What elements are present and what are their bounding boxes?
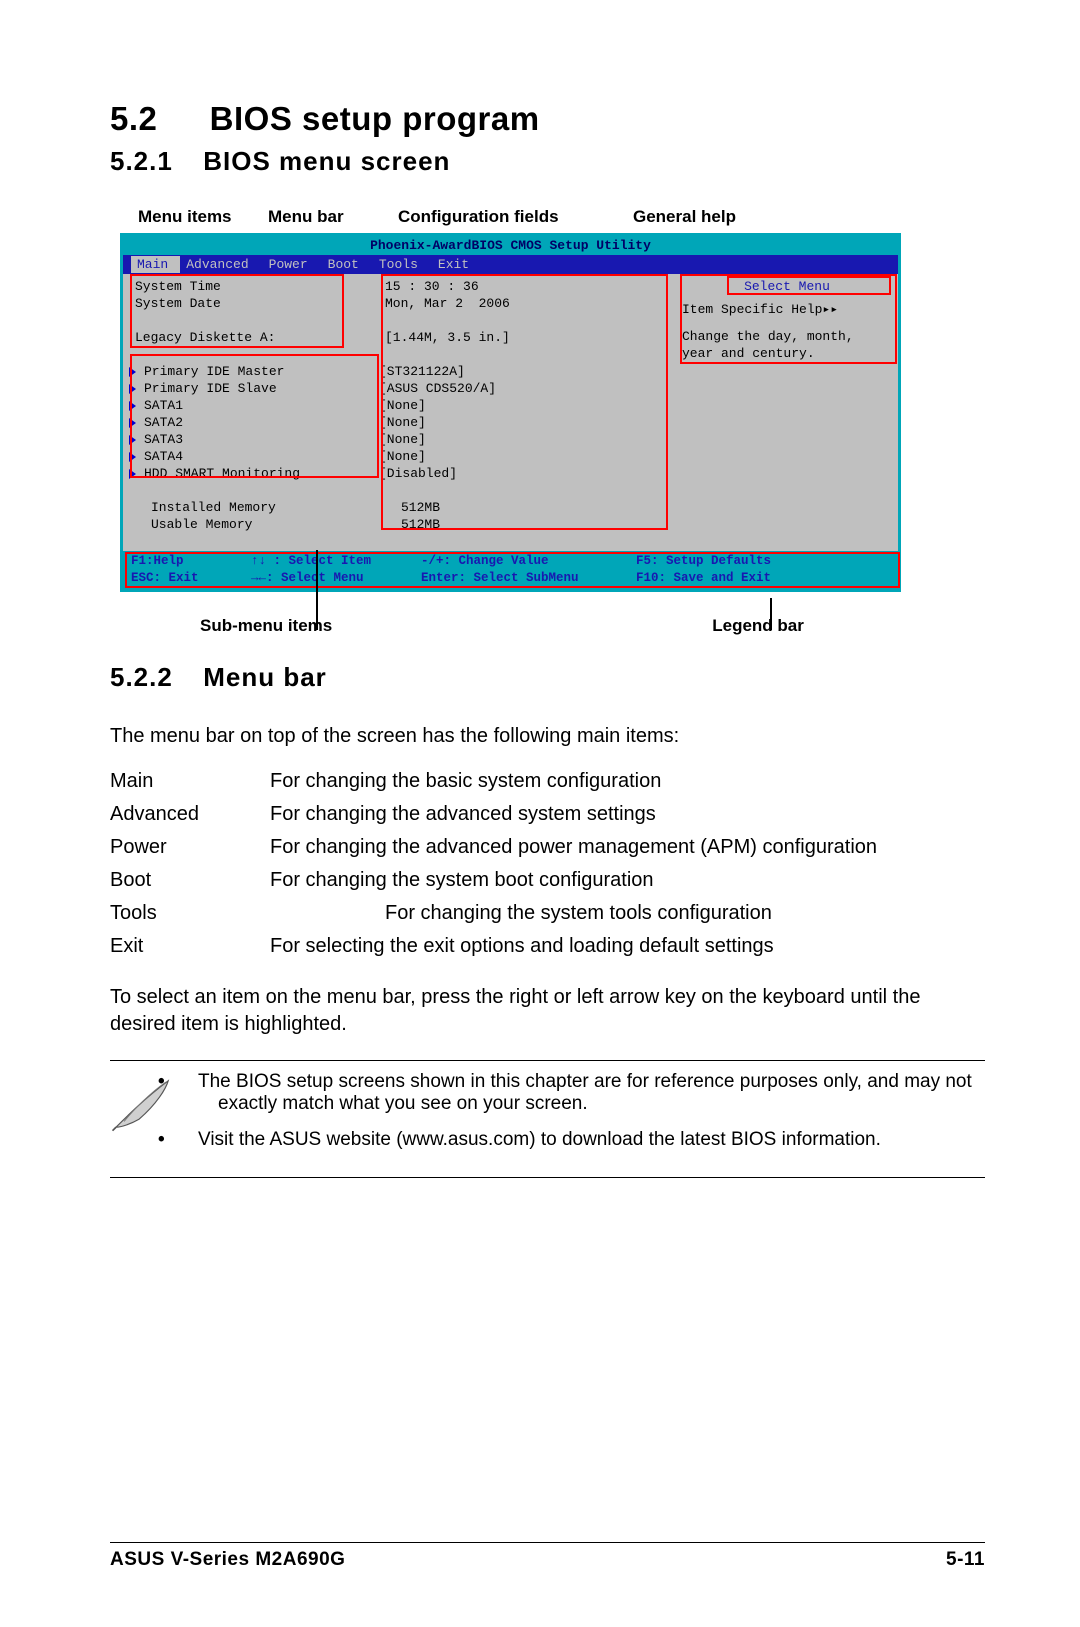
subsection-heading-1: 5.2.1 BIOS menu screen	[110, 146, 985, 177]
bios-submenu-row[interactable]: HDD SMART Monitoring[Disabled]	[129, 465, 670, 482]
help-title: Select Menu	[682, 278, 892, 295]
note-bullet: The BIOS setup screens shown in this cha…	[198, 1071, 985, 1115]
submenu-icon	[129, 401, 136, 411]
bios-legend-bar: F1:HelpESC: Exit ↑↓ : Select Item→←: Sel…	[123, 551, 898, 589]
bios-submenu-row[interactable]: SATA2[None]	[129, 414, 670, 431]
bios-screenshot: Phoenix-AwardBIOS CMOS Setup Utility Mai…	[120, 233, 901, 592]
bios-row[interactable]: Legacy Diskette A:[1.44M, 3.5 in.]	[129, 329, 670, 346]
section-title: BIOS setup program	[210, 100, 540, 137]
submenu-icon	[129, 435, 136, 445]
bios-row[interactable]: System Time15 : 30 : 36	[129, 278, 670, 295]
menu-desc: For changing the basic system configurat…	[270, 770, 985, 793]
help-header: Item Specific Help▸▸	[682, 301, 892, 318]
bios-submenu-row[interactable]: SATA4[None]	[129, 448, 670, 465]
subsection-title: Menu bar	[203, 662, 327, 692]
submenu-icon	[129, 469, 136, 479]
pointer-line	[316, 550, 318, 630]
note-bullet: Visit the ASUS website (www.asus.com) to…	[198, 1129, 985, 1151]
anno-menu-items: Menu items	[138, 207, 268, 227]
intro-text: The menu bar on top of the screen has th…	[110, 723, 985, 750]
menu-items-table: MainFor changing the basic system config…	[110, 770, 985, 958]
bios-title-bar: Phoenix-AwardBIOS CMOS Setup Utility	[123, 236, 898, 255]
menu-desc: For changing the system boot configurati…	[270, 869, 985, 892]
bios-row: Installed Memory512MB	[129, 499, 670, 516]
bios-submenu-row[interactable]: SATA1[None]	[129, 397, 670, 414]
tab-exit[interactable]: Exit	[432, 256, 483, 273]
bios-submenu-row[interactable]: Primary IDE Slave[ASUS CDS520/A]	[129, 380, 670, 397]
menu-name: Boot	[110, 869, 270, 892]
pointer-line	[770, 598, 772, 630]
submenu-icon	[129, 384, 136, 394]
bios-menu-bar[interactable]: Main Advanced Power Boot Tools Exit	[123, 255, 898, 274]
bios-row: Usable Memory512MB	[129, 516, 670, 533]
page: 5.2 BIOS setup program 5.2.1 BIOS menu s…	[0, 0, 1080, 1627]
annotation-labels-top: Menu items Menu bar Configuration fields…	[138, 207, 985, 227]
subsection-number: 5.2.2	[110, 662, 195, 693]
tab-advanced[interactable]: Advanced	[180, 256, 262, 273]
anno-general-help: General help	[633, 207, 736, 227]
menu-name: Advanced	[110, 803, 270, 826]
annotation-labels-bottom: Sub-menu items Legend bar	[110, 616, 985, 636]
subsection-title: BIOS menu screen	[203, 146, 450, 176]
anno-menu-bar: Menu bar	[268, 207, 398, 227]
subsection-number: 5.2.1	[110, 146, 195, 177]
menu-desc: For changing the system tools configurat…	[270, 902, 985, 925]
note-block: The BIOS setup screens shown in this cha…	[110, 1060, 985, 1178]
tab-tools[interactable]: Tools	[373, 256, 432, 273]
bios-submenu-row[interactable]: Primary IDE Master[ST321122A]	[129, 363, 670, 380]
tab-main[interactable]: Main	[131, 256, 180, 273]
anno-config-fields: Configuration fields	[398, 207, 633, 227]
menu-name: Tools	[110, 902, 270, 925]
menu-name: Power	[110, 836, 270, 859]
section-heading: 5.2 BIOS setup program	[110, 100, 985, 138]
bios-submenu-row[interactable]: SATA3[None]	[129, 431, 670, 448]
bios-row[interactable]: System DateMon, Mar 2 2006	[129, 295, 670, 312]
help-text: Change the day, month, year and century.	[682, 328, 892, 362]
submenu-icon	[129, 418, 136, 428]
section-number: 5.2	[110, 100, 200, 138]
bios-left-panel: System Time15 : 30 : 36 System DateMon, …	[129, 278, 676, 533]
menu-desc: For selecting the exit options and loadi…	[270, 935, 985, 958]
menu-name: Exit	[110, 935, 270, 958]
footer-product: ASUS V-Series M2A690G	[110, 1549, 345, 1571]
page-footer: ASUS V-Series M2A690G 5-11	[110, 1542, 985, 1571]
subsection-heading-2: 5.2.2 Menu bar	[110, 662, 985, 693]
bios-help-panel: Select Menu Item Specific Help▸▸ Change …	[676, 278, 892, 533]
anno-legend: Legend bar	[712, 616, 804, 636]
paragraph: To select an item on the menu bar, press…	[110, 984, 985, 1038]
footer-page-number: 5-11	[946, 1549, 985, 1571]
menu-desc: For changing the advanced system setting…	[270, 803, 985, 826]
menu-name: Main	[110, 770, 270, 793]
tab-boot[interactable]: Boot	[322, 256, 373, 273]
submenu-icon	[129, 452, 136, 462]
anno-submenu: Sub-menu items	[200, 616, 332, 636]
menu-desc: For changing the advanced power manageme…	[270, 836, 985, 859]
submenu-icon	[129, 367, 136, 377]
tab-power[interactable]: Power	[263, 256, 322, 273]
